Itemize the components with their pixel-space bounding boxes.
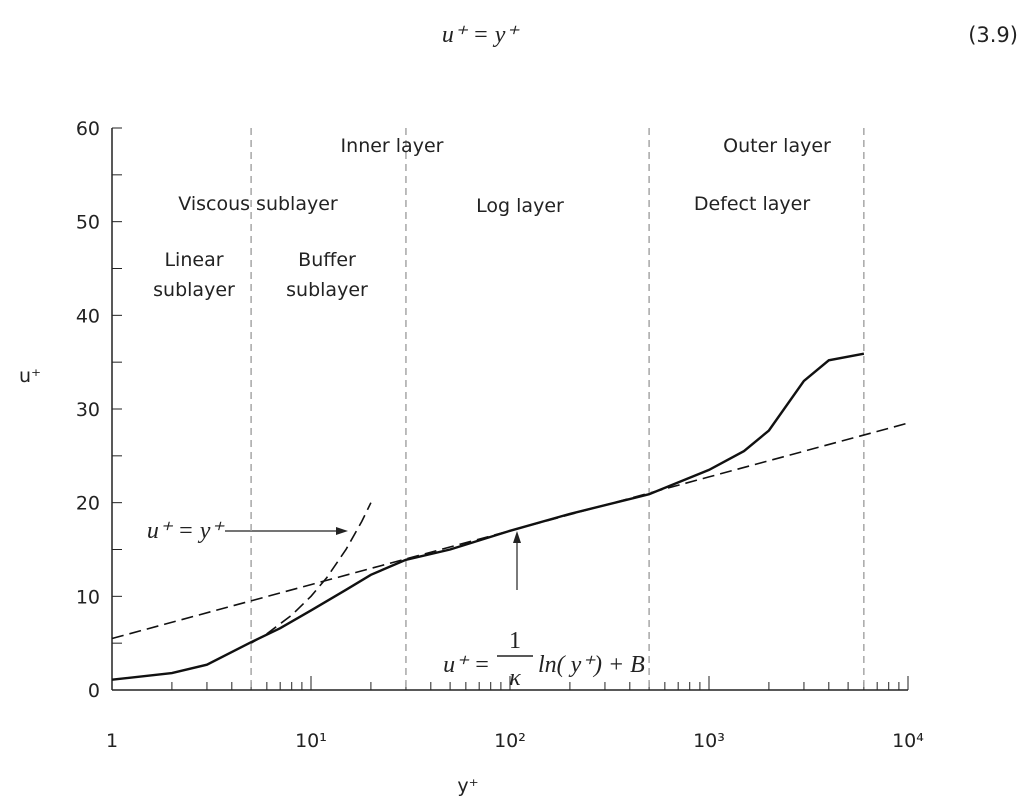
annotation: u⁺ =	[443, 652, 490, 678]
annotation: sublayer	[153, 279, 235, 301]
annotation: Defect layer	[694, 193, 810, 215]
y-tick-label: 40	[76, 305, 100, 327]
chart: u⁺ = y⁺ (3.9) y⁺ u⁺ 0 10 20 30 40 50 60 1 10¹ 10²…	[0, 0, 1029, 800]
series-line	[112, 354, 864, 680]
annotation: Linear	[164, 249, 223, 271]
annotation: Outer layer	[723, 135, 831, 157]
y-tick-label: 30	[76, 399, 100, 421]
annotation: sublayer	[286, 279, 368, 301]
page: u⁺ = y⁺ (3.9) y⁺ u⁺ 0 10 20 30 40 50 60 1 10¹ 10²…	[0, 0, 1029, 800]
y-tick-label: 0	[88, 680, 100, 702]
annotation: Inner layer	[341, 135, 444, 157]
y-tick-label: 20	[76, 493, 100, 515]
y-axis-label: u⁺	[19, 365, 41, 387]
annotation: ln( y⁺) + B	[538, 652, 645, 678]
equation-number: (3.9)	[968, 23, 1018, 47]
annotation: u⁺ = y⁺	[147, 518, 226, 544]
x-tick-label: 1	[106, 730, 118, 752]
y-tick-label: 10	[76, 586, 100, 608]
x-axis-label: y⁺	[457, 775, 478, 797]
arrowhead	[513, 531, 521, 543]
x-tick-label: 10²	[494, 730, 526, 752]
y-tick-label: 50	[76, 212, 100, 234]
y-tick-label: 60	[76, 118, 100, 140]
annotation: Log layer	[476, 195, 564, 217]
annotation: Buffer	[298, 249, 356, 271]
arrowhead	[336, 527, 348, 535]
x-tick-label: 10¹	[295, 730, 327, 752]
annotation: 1	[509, 628, 521, 654]
annotation: Viscous sublayer	[178, 193, 338, 215]
annotation: κ	[509, 665, 521, 691]
x-tick-label: 10³	[693, 730, 725, 752]
series-line	[251, 503, 371, 644]
equation: u⁺ = y⁺	[442, 22, 521, 48]
x-tick-label: 10⁴	[892, 730, 924, 752]
